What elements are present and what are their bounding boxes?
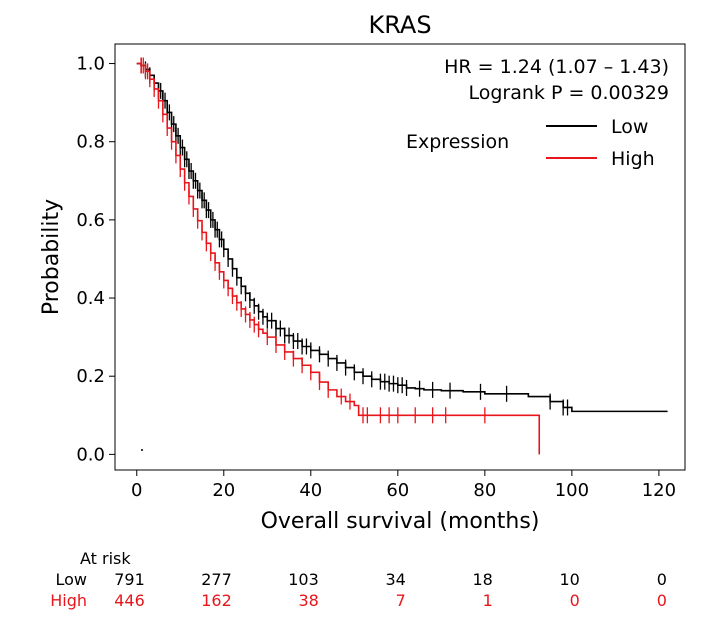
at-risk-value-high: 1 [483, 591, 493, 610]
at-risk-header: At risk [80, 549, 131, 568]
x-tick-label: 80 [473, 480, 496, 501]
survival-curve-high [136, 62, 541, 455]
y-tick-label: 0.2 [76, 366, 105, 387]
at-risk-row-high: 446 162 38 7 1 0 0 [114, 591, 667, 610]
at-risk-value-high: 38 [298, 591, 318, 610]
at-risk-value-high: 0 [570, 591, 580, 610]
y-tick-label: 0.6 [76, 210, 105, 231]
y-tick-label: 0.0 [76, 444, 105, 465]
survival-curve-low [136, 62, 668, 413]
at-risk-value-low: 34 [385, 570, 405, 589]
at-risk-value-high: 0 [657, 591, 667, 610]
at-risk-value-low: 18 [472, 570, 492, 589]
x-tick-label: 40 [299, 480, 322, 501]
y-tick-label: 1.0 [76, 54, 105, 75]
y-axis-label: Probability [39, 199, 64, 315]
y-tick-label: 0.4 [76, 288, 105, 309]
logrank-p-text: Logrank P = 0.00329 [468, 82, 669, 104]
at-risk-value-low: 277 [201, 570, 232, 589]
x-tick-label: 60 [386, 480, 409, 501]
legend-label-high: High [611, 148, 655, 170]
x-tick-label: 120 [642, 480, 676, 501]
legend: Expression Low High [406, 116, 655, 170]
at-risk-value-low: 10 [560, 570, 580, 589]
at-risk-value-high: 7 [396, 591, 406, 610]
at-risk-value-high: 446 [114, 591, 145, 610]
at-risk-value-low: 103 [288, 570, 319, 589]
at-risk-value-low: 0 [657, 570, 667, 589]
y-axis: 0.0 0.2 0.4 0.6 0.8 1.0 [76, 54, 115, 465]
at-risk-table: At risk Low High 791 277 103 34 18 10 0 446 162… [50, 549, 667, 610]
survival-curves [136, 57, 668, 455]
at-risk-label-low: Low [55, 570, 87, 589]
plot-frame [114, 43, 686, 471]
y-tick-label: 0.8 [76, 132, 105, 153]
x-axis: 0 20 40 60 80 100 120 [131, 470, 676, 501]
at-risk-value-high: 162 [201, 591, 232, 610]
hazard-ratio-text: HR = 1.24 (1.07 – 1.43) [444, 56, 669, 78]
at-risk-row-low: 791 277 103 34 18 10 0 [114, 570, 667, 589]
legend-title: Expression [406, 131, 509, 153]
at-risk-label-high: High [50, 591, 87, 610]
x-tick-label: 100 [555, 480, 589, 501]
origin-dot [141, 449, 143, 451]
x-axis-label: Overall survival (months) [261, 509, 540, 534]
legend-label-low: Low [611, 116, 648, 138]
x-tick-label: 20 [212, 480, 235, 501]
x-tick-label: 0 [131, 480, 142, 501]
at-risk-value-low: 791 [114, 570, 145, 589]
chart-title: KRAS [368, 11, 431, 39]
